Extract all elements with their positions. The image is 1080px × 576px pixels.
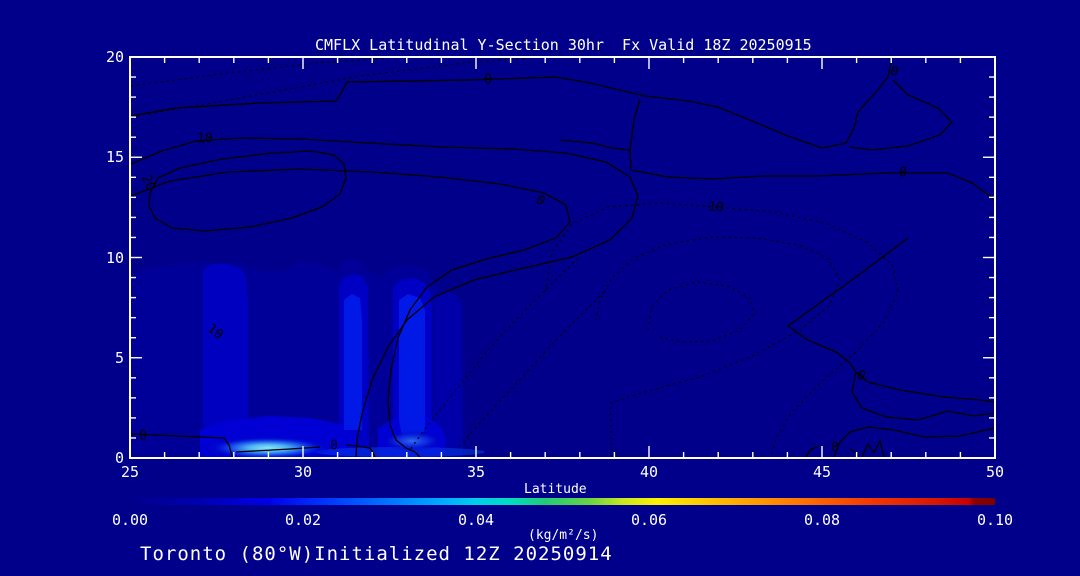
contour-label: 0 — [831, 440, 839, 456]
axis-ticks — [129, 56, 996, 459]
dotted-contours — [130, 57, 899, 458]
colorbar-tick-label: 0.10 — [976, 511, 1014, 529]
contour-label: 0 — [484, 72, 492, 88]
colorbar-tick-label: 0.00 — [111, 511, 149, 529]
colorbar-tick-label: 0.02 — [284, 511, 322, 529]
y-tick-label: 0 — [114, 449, 124, 467]
solid-contours — [130, 57, 996, 458]
x-tick-label: 30 — [293, 463, 313, 481]
colorbar-gradient — [130, 498, 995, 505]
x-tick-label: 40 — [639, 463, 659, 481]
x-tick-label: 25 — [120, 463, 140, 481]
contour-label: 0 — [899, 165, 907, 181]
contour-label: 10 — [197, 131, 213, 147]
y-tick-label: 15 — [105, 148, 124, 167]
x-tick-label: 50 — [985, 463, 1005, 481]
colorbar-tick-label: 0.04 — [457, 511, 495, 529]
colorbar-unit: (kg/m²/s) — [528, 528, 599, 543]
x-axis-label: Latitude — [524, 482, 587, 497]
contour-label: -10 — [699, 198, 725, 216]
colorbar-tick-label: 0.08 — [803, 511, 841, 529]
footer-text: Toronto (80°W)Initialized 12Z 20250914 — [140, 543, 613, 565]
shading-fills — [131, 258, 485, 460]
plot-title: CMFLX Latitudinal Y-Section 30hr Fx Vali… — [315, 36, 812, 54]
contour-label: 0 — [330, 438, 338, 454]
y-tick-label: 5 — [114, 348, 124, 367]
y-tick-label: 20 — [105, 48, 124, 66]
y-tick-label: 10 — [105, 248, 124, 267]
x-tick-label: 45 — [812, 463, 832, 481]
colorbar-tick-label: 0.06 — [630, 511, 668, 529]
contour-label: 0 — [139, 428, 147, 444]
x-tick-label: 35 — [466, 463, 486, 481]
